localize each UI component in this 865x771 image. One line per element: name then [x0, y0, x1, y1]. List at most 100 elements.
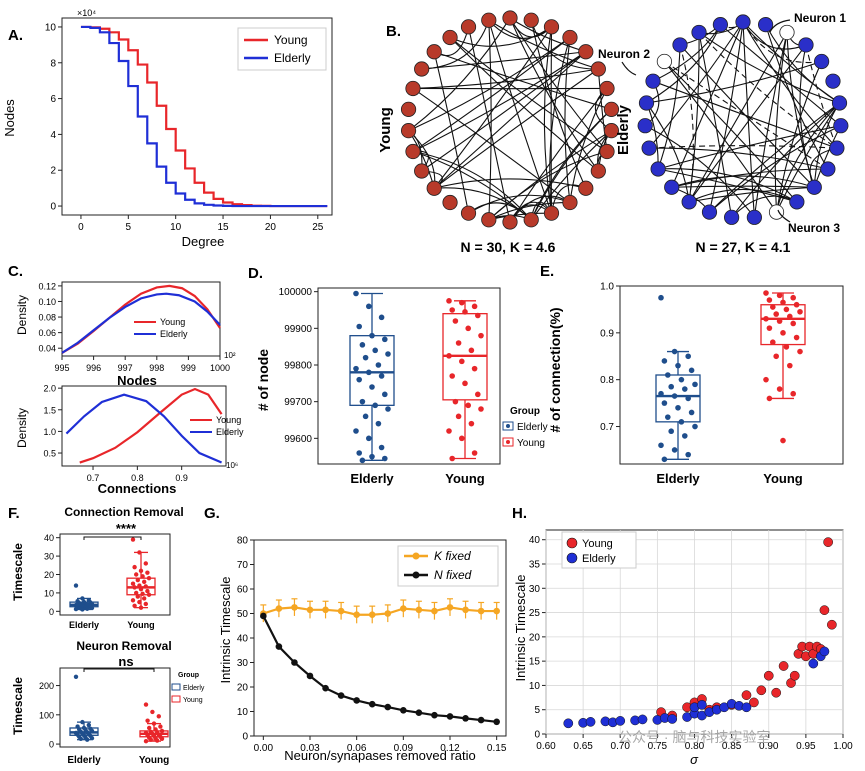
- network-edge: [664, 61, 798, 203]
- data-point-young: [793, 301, 800, 308]
- network-edge: [774, 32, 788, 213]
- data-point-elderly: [359, 398, 366, 405]
- data-point-young: [793, 334, 800, 341]
- panel-f2-significance: ns: [118, 654, 133, 669]
- x-tick-label: 0.65: [573, 741, 593, 752]
- y-tick-label: 6: [50, 94, 56, 105]
- data-point-n-fixed: [493, 718, 500, 726]
- network-edge: [509, 17, 599, 172]
- legend-k-label: K fixed: [434, 549, 471, 563]
- data-point-young: [749, 697, 759, 708]
- panel-h-legend: Young Elderly: [561, 531, 637, 569]
- panel-c2-legend: Young Elderly: [190, 415, 244, 437]
- data-point-k-fixed: [368, 611, 376, 619]
- data-point-elderly: [78, 736, 84, 742]
- data-point-young: [446, 353, 452, 359]
- panel-letter-c: C.: [8, 263, 23, 280]
- data-point-elderly: [356, 450, 363, 456]
- data-point-young: [143, 702, 149, 707]
- x-tick-label: 0.9: [175, 473, 188, 483]
- data-point-elderly: [353, 365, 359, 372]
- data-point-n-fixed: [462, 715, 469, 722]
- y-tick-label: 0: [242, 732, 248, 743]
- data-point-elderly: [359, 342, 366, 348]
- network-edge: [488, 20, 553, 214]
- data-point-young: [140, 574, 145, 579]
- y-tick-label: 35: [529, 560, 541, 571]
- y-tick-label: 2: [50, 166, 56, 177]
- data-point-elderly: [89, 728, 95, 734]
- network-edge: [805, 44, 838, 149]
- data-point-young: [770, 304, 776, 310]
- data-point-n-fixed: [322, 684, 329, 692]
- x-tick-label: 0.03: [300, 743, 320, 754]
- data-point-young: [156, 714, 161, 719]
- y-tick-label: 0.5: [43, 449, 56, 459]
- panel-f2-title: Neuron Removal: [76, 639, 171, 653]
- network-node: [746, 209, 762, 225]
- panel-f1-cat-young: Young: [127, 620, 154, 630]
- data-point-elderly: [692, 381, 698, 388]
- panel-h-xlabel: σ: [690, 752, 699, 767]
- network-edge: [488, 20, 492, 220]
- network-edge: [657, 44, 681, 170]
- plot-frame: [61, 385, 227, 467]
- panel-c2-multiplier: 10⁶: [226, 461, 238, 470]
- data-point-elderly: [80, 607, 85, 612]
- data-point-young: [459, 435, 465, 442]
- data-point-young: [783, 306, 790, 313]
- data-point-young: [465, 402, 472, 409]
- y-tick-label: 10: [44, 588, 54, 598]
- network-edge: [813, 102, 840, 188]
- x-tick-label: 997: [118, 363, 133, 373]
- x-tick-label: 0: [78, 222, 84, 233]
- data-point-young: [134, 590, 139, 596]
- data-point-young: [780, 330, 786, 336]
- data-point-young: [130, 537, 136, 542]
- network-edge: [646, 102, 690, 202]
- network-node: [712, 17, 728, 33]
- data-point-k-fixed: [337, 607, 345, 615]
- network-node: [638, 95, 655, 111]
- density-curve-young: [61, 284, 221, 354]
- data-point-young: [138, 587, 144, 592]
- network-node: [481, 12, 497, 28]
- panel-f1-title: Connection Removal: [64, 505, 183, 519]
- data-point-elderly: [685, 451, 691, 458]
- network-node: [603, 123, 620, 139]
- network-node: [691, 24, 707, 41]
- legend-young-label: Young: [160, 317, 185, 327]
- network-node: [806, 179, 822, 195]
- panel-f2-cat-young: Young: [139, 755, 169, 766]
- y-tick-label: 10: [529, 681, 541, 692]
- y-tick-label: 10: [237, 707, 249, 718]
- panel-b-networks: [400, 10, 849, 230]
- data-point-young: [471, 365, 478, 372]
- data-point-young: [138, 568, 144, 574]
- data-point-young: [790, 294, 796, 301]
- data-point-elderly: [682, 386, 688, 392]
- neuron-1-label: Neuron 1: [794, 11, 846, 25]
- network-edge: [433, 68, 599, 189]
- data-point-elderly: [741, 702, 752, 713]
- neuron-1-arrow: [769, 19, 791, 33]
- data-point-elderly: [685, 353, 691, 360]
- legend-elderly-label: Elderly: [183, 685, 205, 692]
- network-edge: [434, 178, 586, 189]
- data-point-young: [143, 601, 148, 607]
- network-edge: [509, 88, 608, 223]
- series-line-n-fixed: [262, 615, 497, 723]
- data-point-young: [143, 738, 149, 744]
- data-point-young: [756, 685, 767, 696]
- data-point-young: [763, 315, 769, 322]
- panel-a-ylabel: Nodes: [2, 99, 17, 137]
- data-point-k-fixed: [446, 604, 454, 611]
- data-point-young: [780, 437, 786, 444]
- panel-c-connections-density: 0.5 1.0 1.5 2.0 0.7 0.8 0.9: [43, 384, 227, 483]
- legend-elderly-label: Elderly: [582, 553, 616, 565]
- panel-c1-legend: Young Elderly: [134, 317, 188, 339]
- network-young-label: Young: [377, 107, 394, 153]
- data-point-elderly: [808, 658, 819, 669]
- panel-d-ylabel: # of node: [255, 349, 271, 411]
- data-point-young: [783, 344, 790, 350]
